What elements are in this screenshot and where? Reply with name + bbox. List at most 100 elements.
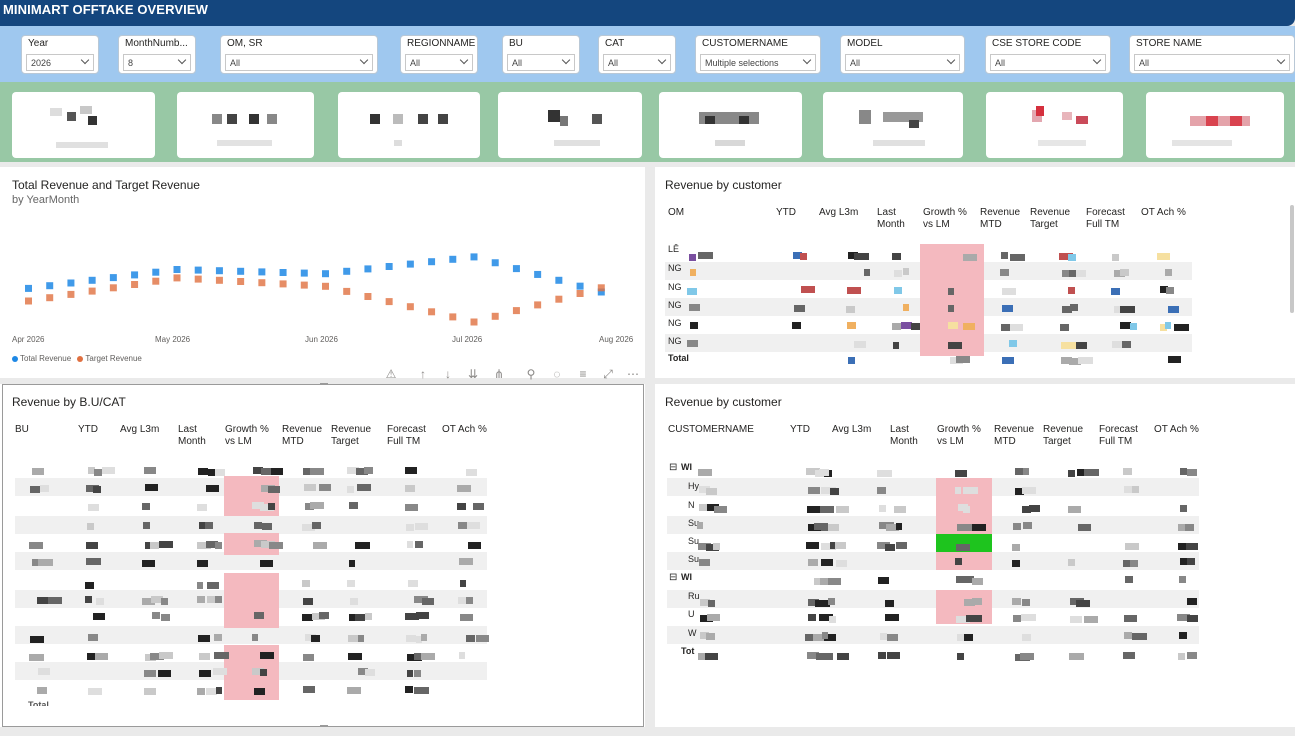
focus-mode-icon[interactable]: ⤢ (603, 367, 613, 381)
col-header[interactable]: Revenue Target (1043, 424, 1084, 447)
target-revenue-point[interactable] (534, 301, 542, 309)
total-revenue-point[interactable] (109, 274, 117, 282)
total-revenue-point[interactable] (237, 267, 245, 275)
col-header[interactable]: CUSTOMERNAME (668, 424, 754, 435)
total-revenue-point[interactable] (449, 255, 457, 263)
bu-dropdown[interactable]: All (507, 54, 575, 71)
target-revenue-point[interactable] (428, 308, 436, 316)
slicer-cat[interactable]: CAT All (598, 35, 676, 74)
target-revenue-point[interactable] (300, 281, 308, 289)
slicer-regionname[interactable]: REGIONNAME All (400, 35, 478, 74)
col-header[interactable]: OM (668, 207, 685, 218)
target-revenue-point[interactable] (555, 295, 563, 303)
target-revenue-point[interactable] (215, 276, 223, 284)
total-revenue-point[interactable] (364, 265, 372, 273)
row-label[interactable]: N (688, 500, 695, 510)
slicer-model[interactable]: MODEL All (840, 35, 965, 74)
om-sr-dropdown[interactable]: All (225, 54, 373, 71)
col-header[interactable]: Last Month (178, 424, 206, 447)
col-header[interactable]: Revenue MTD (282, 424, 323, 447)
total-revenue-point[interactable] (46, 282, 54, 290)
target-revenue-point[interactable] (46, 294, 54, 302)
total-revenue-point[interactable] (131, 271, 139, 279)
row-label[interactable]: Su (688, 554, 700, 564)
total-revenue-point[interactable] (512, 265, 520, 273)
drill-up-icon[interactable]: ↑ (420, 367, 426, 381)
total-revenue-point[interactable] (215, 267, 223, 275)
target-revenue-point[interactable] (576, 290, 584, 297)
slicer-year[interactable]: Year 2026 (21, 35, 99, 74)
row-label[interactable]: Hy (688, 481, 699, 491)
col-header[interactable]: Growth % vs LM (225, 424, 269, 447)
more-options-icon[interactable]: ⋯ (627, 367, 639, 381)
target-revenue-point[interactable] (173, 274, 181, 282)
slicer-month[interactable]: MonthNumb... 8 (118, 35, 196, 74)
col-header[interactable]: Avg L3m (819, 207, 859, 218)
vertical-scrollbar[interactable] (1290, 205, 1294, 313)
alert-icon[interactable]: ◌ (553, 367, 561, 381)
pin-icon[interactable]: ⚲ (526, 367, 536, 381)
total-revenue-point[interactable] (576, 282, 584, 290)
year-dropdown[interactable]: 2026 (26, 54, 94, 71)
col-header[interactable]: Forecast Full TM (1086, 207, 1125, 230)
target-revenue-point[interactable] (512, 307, 520, 315)
row-label[interactable]: NG (668, 300, 682, 310)
total-revenue-point[interactable] (385, 263, 393, 270)
total-revenue-point[interactable] (152, 268, 160, 276)
row-label[interactable]: NG (668, 318, 682, 328)
col-header[interactable]: Last Month (890, 424, 918, 447)
model-dropdown[interactable]: All (845, 54, 960, 71)
col-header[interactable]: YTD (790, 424, 810, 435)
row-label[interactable]: NG (668, 336, 682, 346)
col-header[interactable]: YTD (776, 207, 796, 218)
slicer-om-sr[interactable]: OM, SR All (220, 35, 378, 74)
collapse-icon[interactable]: ⊟ (669, 572, 678, 583)
row-label[interactable]: Su (688, 518, 700, 528)
total-revenue-point[interactable] (25, 284, 32, 292)
total-revenue-point[interactable] (173, 266, 181, 273)
col-header[interactable]: Avg L3m (120, 424, 160, 435)
col-header[interactable]: Forecast Full TM (387, 424, 426, 447)
row-label[interactable]: LÊ (668, 244, 680, 254)
target-revenue-point[interactable] (194, 275, 202, 283)
total-revenue-point[interactable] (555, 276, 563, 284)
total-revenue-point[interactable] (406, 260, 414, 268)
target-revenue-point[interactable] (470, 318, 478, 326)
col-header[interactable]: Revenue Target (1030, 207, 1071, 230)
total-revenue-point[interactable] (491, 259, 499, 267)
col-header[interactable]: Revenue MTD (980, 207, 1021, 230)
target-revenue-point[interactable] (322, 282, 329, 290)
target-revenue-point[interactable] (449, 313, 457, 321)
row-label[interactable]: Su (688, 536, 700, 546)
target-revenue-point[interactable] (131, 281, 139, 288)
row-label[interactable]: U (688, 609, 695, 619)
total-revenue-point[interactable] (322, 270, 329, 278)
target-revenue-point[interactable] (109, 284, 117, 292)
target-revenue-point[interactable] (279, 280, 287, 288)
hierarchy-icon[interactable]: ⋔ (493, 367, 505, 381)
cat-dropdown[interactable]: All (603, 54, 671, 71)
col-header[interactable]: Revenue MTD (994, 424, 1035, 447)
total-revenue-point[interactable] (258, 268, 266, 276)
target-revenue-point[interactable] (25, 297, 32, 305)
total-revenue-point[interactable] (428, 258, 436, 266)
total-revenue-point[interactable] (194, 266, 202, 274)
col-header[interactable]: OT Ach % (442, 424, 487, 435)
slicer-cse-store-code[interactable]: CSE STORE CODE All (985, 35, 1111, 74)
customername-dropdown[interactable]: Multiple selections (700, 54, 816, 71)
target-revenue-point[interactable] (491, 312, 499, 320)
group-label[interactable]: WI (681, 462, 692, 472)
target-revenue-point[interactable] (364, 293, 372, 300)
resize-handle[interactable] (320, 725, 328, 727)
total-revenue-point[interactable] (597, 288, 605, 296)
cse-store-code-dropdown[interactable]: All (990, 54, 1106, 71)
target-revenue-point[interactable] (237, 278, 245, 285)
store-name-dropdown[interactable]: All (1134, 54, 1290, 71)
target-revenue-point[interactable] (597, 284, 605, 292)
row-label[interactable]: Ru (688, 591, 700, 601)
row-label[interactable]: NG (668, 282, 682, 292)
target-revenue-point[interactable] (406, 303, 414, 311)
slicer-customername[interactable]: CUSTOMERNAME Multiple selections (695, 35, 821, 74)
col-header[interactable]: YTD (78, 424, 98, 435)
month-dropdown[interactable]: 8 (123, 54, 191, 71)
